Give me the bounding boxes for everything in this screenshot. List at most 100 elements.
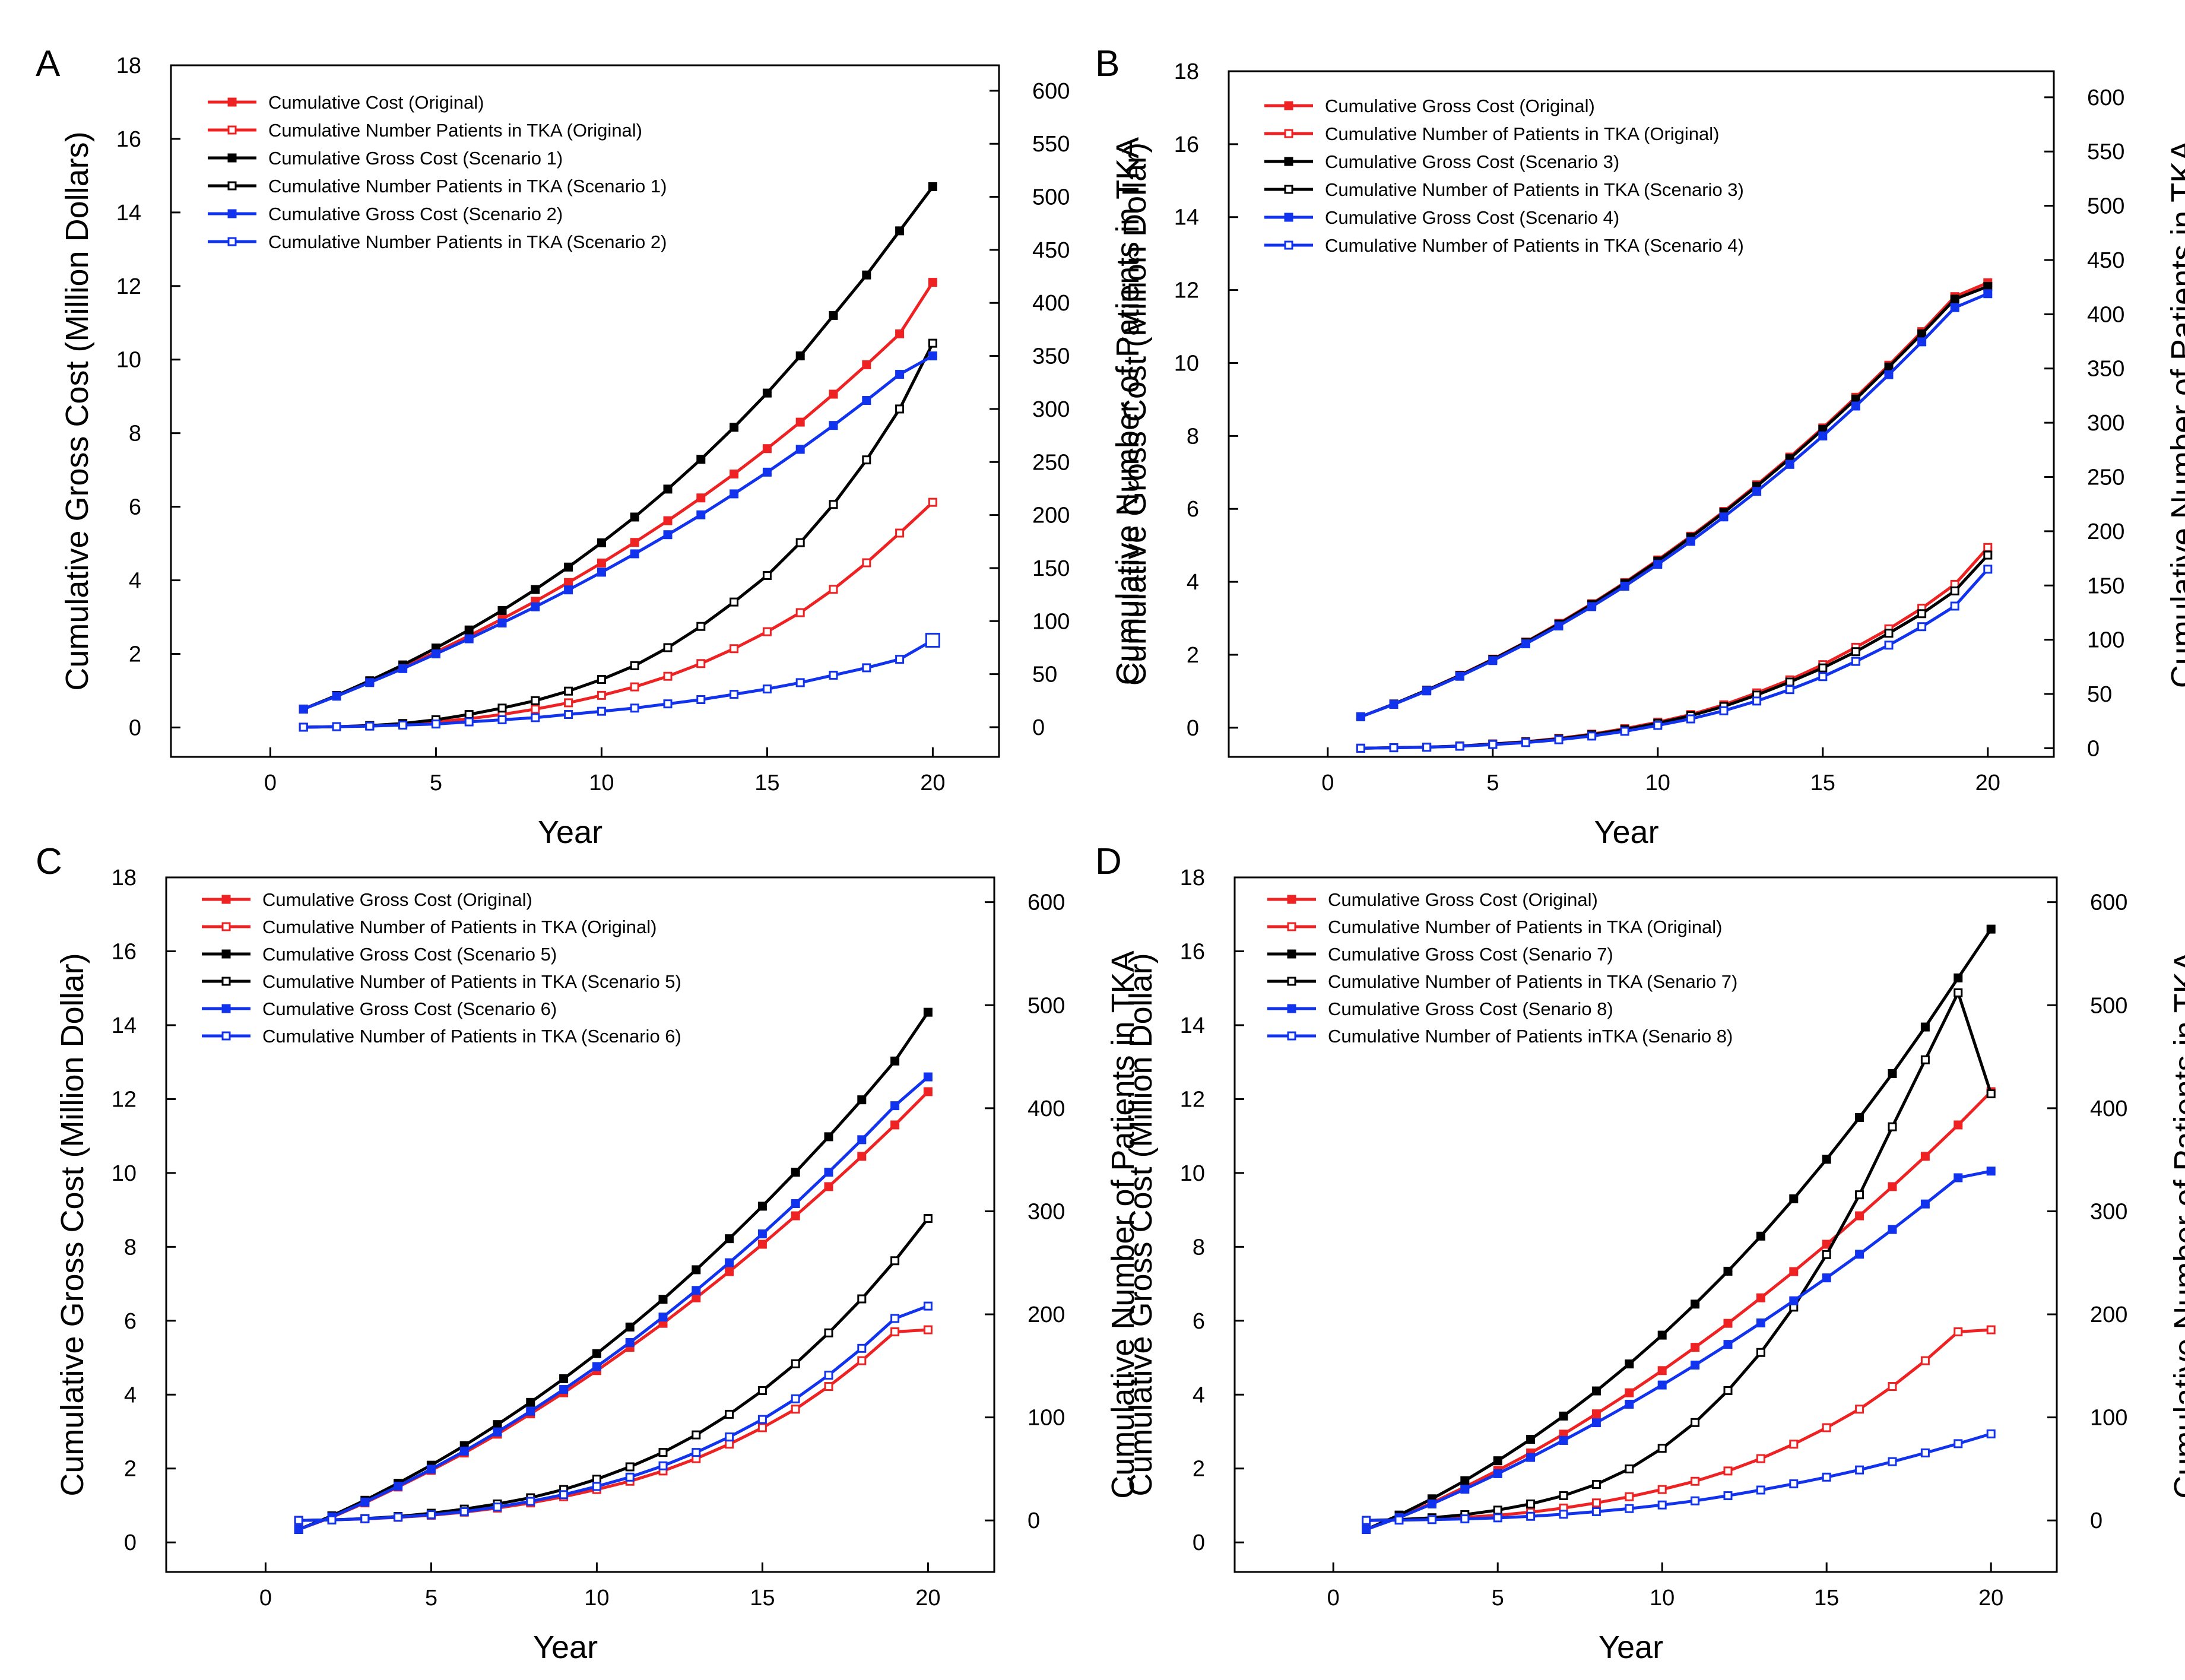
legend-marker [221, 949, 231, 959]
data-point [658, 1295, 668, 1304]
right-tick-label: 200 [1032, 503, 1070, 528]
x-tick-label: 15 [750, 1586, 775, 1611]
data-point [829, 389, 838, 399]
legend-label: Cumulative Number of Patients in TKA (Sc… [262, 1026, 681, 1047]
data-point [1488, 740, 1498, 749]
data-point [824, 1168, 833, 1177]
right-tick-label: 100 [2087, 628, 2124, 653]
data-point [1723, 1318, 1733, 1328]
data-point [398, 664, 408, 673]
data-point [1884, 362, 1894, 372]
data-point [1657, 1500, 1667, 1510]
data-point [630, 538, 639, 547]
data-point [1723, 1386, 1733, 1395]
right-tick-label: 600 [1028, 890, 1065, 915]
data-point [696, 493, 706, 503]
left-tick-label: 12 [1180, 1087, 1205, 1112]
data-point [1723, 1340, 1733, 1349]
right-tick-label: 100 [1028, 1406, 1065, 1431]
data-point [824, 1382, 833, 1391]
x-tick-label: 10 [1645, 771, 1670, 795]
data-point [829, 670, 838, 680]
series-line-4 [1365, 1169, 1991, 1531]
data-point [592, 1475, 601, 1484]
legend-label: Cumulative Number of Patients inTKA (Sen… [1328, 1026, 1733, 1047]
legend-marker [221, 977, 231, 986]
data-point [564, 710, 573, 719]
legend-marker [1287, 1031, 1296, 1041]
data-point [1554, 621, 1564, 630]
data-point [1356, 743, 1365, 753]
data-point [1920, 1022, 1930, 1032]
data-point [327, 1515, 337, 1524]
data-point [630, 661, 639, 670]
x-tick-label: 5 [1492, 1586, 1504, 1611]
data-point [526, 1497, 535, 1506]
data-point [1493, 1469, 1502, 1478]
legend-label: Cumulative Number of Patients in TKA (Se… [1328, 971, 1737, 992]
legend-marker [227, 125, 237, 135]
left-tick-label: 18 [1174, 59, 1199, 84]
data-point [464, 634, 474, 644]
legend-label: Cumulative Gross Cost (Scenario 6) [262, 999, 557, 1019]
data-point [1362, 1524, 1371, 1534]
data-point [862, 360, 871, 369]
left-tick-label: 8 [1187, 424, 1199, 449]
series-line-3 [1361, 554, 1989, 750]
data-point [795, 678, 805, 687]
data-point [360, 1497, 370, 1507]
data-point [1920, 1199, 1930, 1209]
data-point [757, 1240, 767, 1249]
legend-label: Cumulative Number of Patients in TKA (Sc… [262, 971, 681, 992]
data-point [1389, 743, 1398, 753]
left-tick-label: 4 [1193, 1383, 1205, 1408]
right-tick-label: 400 [2090, 1096, 2127, 1121]
data-point [928, 338, 937, 348]
data-point [1657, 1380, 1667, 1390]
left-tick-label: 16 [1180, 939, 1205, 964]
legend-marker [1284, 101, 1293, 110]
data-point [663, 516, 673, 525]
data-point [1587, 602, 1597, 611]
x-tick-label: 0 [1327, 1586, 1340, 1611]
left-tick-label: 16 [112, 939, 137, 964]
data-point [730, 469, 739, 478]
data-point [928, 278, 937, 287]
right-tick-label: 300 [1032, 397, 1070, 422]
data-point [1455, 741, 1464, 751]
data-point [1559, 1411, 1568, 1421]
data-point [497, 606, 507, 615]
data-point [630, 549, 639, 559]
legend-marker [1287, 949, 1296, 959]
left-tick-label: 14 [1180, 1013, 1205, 1038]
data-point [564, 578, 573, 587]
data-point [1455, 671, 1464, 681]
panel-label: A [36, 43, 61, 84]
data-point [658, 1448, 668, 1457]
legend-label: Cumulative Gross Cost (Scenario 3) [1325, 151, 1619, 172]
data-point [1559, 1435, 1568, 1445]
left-tick-label: 10 [112, 1161, 137, 1186]
right-tick-label: 250 [1032, 450, 1070, 475]
data-point [692, 1293, 701, 1302]
data-point [1855, 1190, 1864, 1200]
data-point [862, 663, 871, 673]
data-point [658, 1313, 668, 1322]
legend-marker [221, 895, 231, 904]
data-point [1691, 1418, 1700, 1427]
data-point [1653, 721, 1663, 730]
data-point [625, 1322, 635, 1332]
legend-marker [221, 1031, 231, 1041]
data-point [1986, 924, 1996, 934]
legend-label: Cumulative Gross Cost (Senario 8) [1328, 999, 1613, 1019]
data-point [531, 705, 540, 714]
x-tick-label: 5 [430, 771, 442, 795]
series-line-5 [299, 1304, 929, 1522]
data-point [394, 1482, 403, 1491]
legend-marker [1287, 895, 1296, 904]
data-point [625, 1462, 635, 1472]
data-point [829, 585, 838, 594]
data-point [1691, 1476, 1700, 1486]
legend-label: Cumulative Number Patients in TKA (Scena… [268, 232, 667, 252]
left-tick-label: 6 [124, 1309, 137, 1334]
